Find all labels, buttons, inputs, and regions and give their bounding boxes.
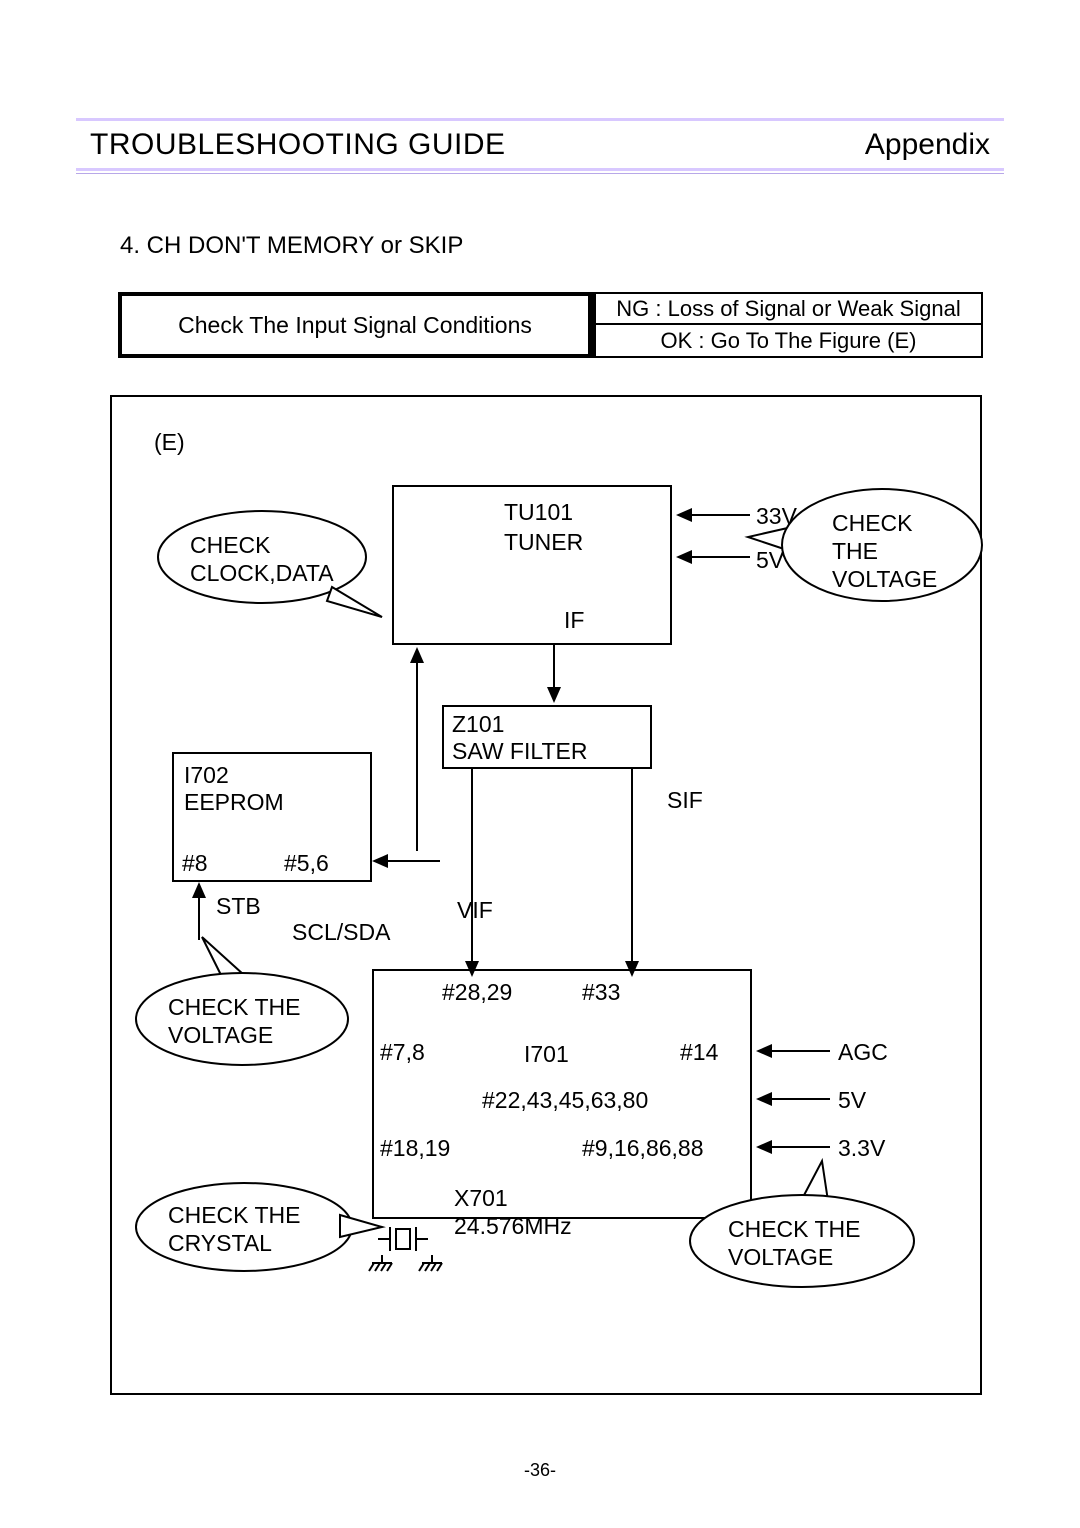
tuner-if: IF [564,607,584,634]
page-number: -36- [0,1460,1080,1481]
cond-left: Check The Input Signal Conditions [118,292,592,358]
sclsda: SCL/SDA [292,919,390,946]
arrow-stb [187,882,211,942]
saw-l1: Z101 [452,711,642,738]
p2829: #28,29 [442,979,512,1006]
callout-clockdata-text: CHECK CLOCK,DATA [190,531,334,587]
callout-clockdata: CHECK CLOCK,DATA [152,507,372,627]
header-right: Appendix [865,128,990,162]
i701-title: I701 [524,1041,569,1068]
eeprom-box: I702 EEPROM #8 #5,6 [172,752,372,882]
callout-volt-br: CHECK THE VOLTAGE [682,1187,922,1307]
p14: #14 [680,1039,718,1066]
cond-ok: OK : Go To The Figure (E) [592,325,983,358]
v33b: 3.3V [838,1135,885,1162]
arrows-saw-main [442,769,662,989]
label-e: (E) [154,429,185,456]
diagram-frame: (E) TU101 TUNER IF 33V 5V Z101 SAW FILTE… [110,395,982,1395]
tuner-l2: TUNER [504,529,583,556]
v5b: 5V [838,1087,866,1114]
arrows-agc [752,1037,832,1167]
callout-volt-top-text: CHECK THE VOLTAGE [832,509,937,593]
arrow-if [542,645,566,705]
tuner-l1: TU101 [504,499,573,526]
p1819: #18,19 [380,1135,450,1162]
sif: SIF [667,787,703,814]
pmid: #22,43,45,63,80 [482,1087,648,1114]
tuner-box: TU101 TUNER IF [392,485,672,645]
eeprom-l2: EEPROM [184,789,360,816]
section-title: 4. CH DON'T MEMORY or SKIP [120,232,463,260]
agc: AGC [838,1039,888,1066]
callout-volt-left-text: CHECK THE VOLTAGE [168,993,301,1049]
eeprom-p8: #8 [182,850,208,877]
eeprom-p56: #5,6 [284,850,329,877]
x701-l2: 24.576MHz [454,1213,572,1240]
saw-l2: SAW FILTER [452,738,642,765]
callout-crystal: CHECK THE CRYSTAL [132,1177,362,1287]
vif: VIF [457,897,493,924]
callout-volt-br-text: CHECK THE VOLTAGE [728,1215,861,1271]
arrow-eeprom-tuner [402,485,432,855]
callout-crystal-text: CHECK THE CRYSTAL [168,1201,301,1257]
pbot: #9,16,86,88 [582,1135,704,1162]
p33: #33 [582,979,620,1006]
x701-l1: X701 [454,1185,508,1212]
callout-volt-top: CHECK THE VOLTAGE [732,487,972,637]
callout-volt-left: CHECK THE VOLTAGE [132,967,352,1087]
cond-ng: NG : Loss of Signal or Weak Signal [592,292,983,325]
eeprom-l1: I702 [184,762,360,789]
p78: #7,8 [380,1039,425,1066]
stb: STB [216,893,261,920]
header-left: TROUBLESHOOTING GUIDE [90,128,506,162]
saw-box: Z101 SAW FILTER [442,705,652,769]
